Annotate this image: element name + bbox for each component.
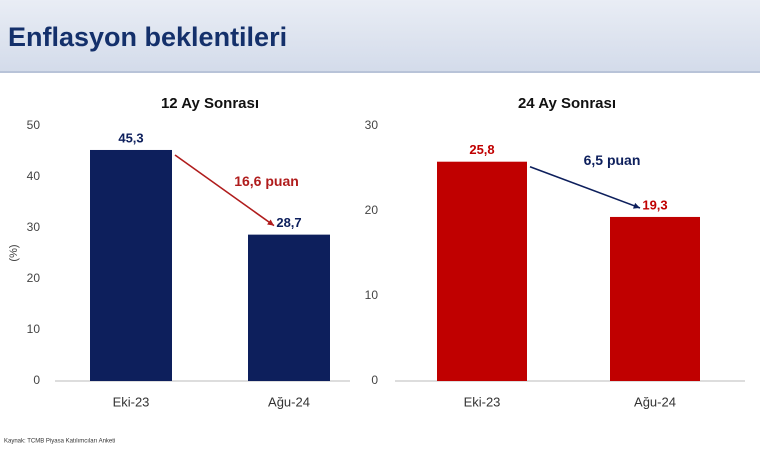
bar bbox=[248, 234, 330, 381]
source-note: Kaynak: TCMB Piyasa Katılımcıları Anketi bbox=[4, 439, 115, 445]
x-tick-label: Ağu-24 bbox=[268, 394, 310, 409]
x-tick-label: Eki-23 bbox=[464, 394, 501, 409]
y-tick-label: 20 bbox=[365, 203, 379, 217]
y-tick-label: 10 bbox=[27, 322, 41, 336]
y-tick-label: 50 bbox=[27, 118, 41, 132]
annotation: 16,6 puan bbox=[234, 173, 299, 189]
y-tick-label: 0 bbox=[371, 373, 378, 387]
y-tick-label: 30 bbox=[365, 118, 379, 132]
change-arrow bbox=[529, 165, 641, 209]
y-tick-label: 20 bbox=[27, 271, 41, 285]
y-tick-label: 10 bbox=[365, 288, 379, 302]
y-tick-label: 30 bbox=[27, 220, 41, 234]
arrow-head bbox=[267, 219, 274, 226]
y-tick-label: 0 bbox=[33, 373, 40, 387]
value-label: 25,8 bbox=[469, 142, 494, 157]
change-arrow bbox=[174, 154, 275, 227]
page-title: Enflasyon beklentileri bbox=[8, 22, 287, 52]
chart-title: 24 Ay Sonrası bbox=[518, 95, 616, 112]
value-label: 28,7 bbox=[276, 215, 301, 230]
bar bbox=[610, 216, 700, 381]
y-tick-label: 40 bbox=[27, 169, 41, 183]
annotation: 6,5 puan bbox=[584, 152, 641, 168]
x-tick-label: Ağu-24 bbox=[634, 394, 676, 409]
y-axis-label: (%) bbox=[8, 244, 20, 261]
bar bbox=[90, 149, 172, 381]
arrow-head bbox=[633, 202, 640, 209]
bar bbox=[437, 161, 527, 381]
value-label: 19,3 bbox=[642, 197, 667, 212]
x-tick-label: Eki-23 bbox=[113, 394, 150, 409]
chart-title: 12 Ay Sonrası bbox=[161, 95, 259, 112]
header-band bbox=[0, 0, 760, 72]
value-label: 45,3 bbox=[118, 130, 143, 145]
